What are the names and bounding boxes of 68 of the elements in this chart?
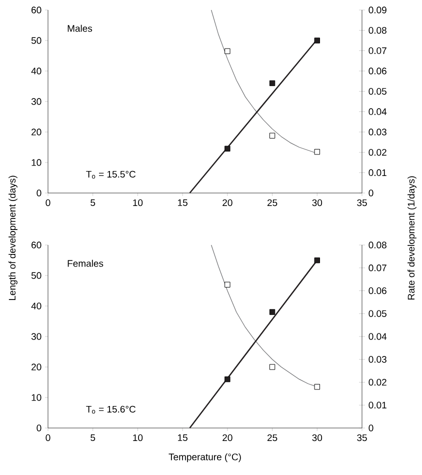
point [314, 148, 320, 155]
y-tick-label: 40 [31, 68, 42, 74]
x-tick-label: 5 [90, 434, 96, 441]
point [224, 48, 230, 54]
y2-tick-label: 0.02 [368, 378, 386, 386]
point [224, 146, 230, 152]
y-tick-label: 50 [31, 37, 42, 44]
x-tick-label: 15 [178, 434, 188, 441]
y2-tick-label: 0.06 [368, 68, 386, 74]
y2-axis-title: Rate of development (1/days) [408, 176, 416, 300]
x-tick-label: 20 [222, 199, 232, 206]
x-tick-label: 10 [133, 434, 143, 442]
y2-tick-label: 0.03 [368, 128, 386, 136]
x-tick-label: 0 [46, 199, 50, 206]
y2-tick-label: 0.01 [368, 169, 386, 176]
y-tick-label: 30 [31, 98, 42, 105]
x-tick-label: 35 [357, 434, 367, 442]
y-tick-label: 20 [32, 128, 42, 136]
y2-tick-label: 0.04 [368, 108, 387, 116]
x-tick-label: 30 [312, 434, 322, 442]
y2-tick-label: 0.04 [368, 333, 387, 340]
x-tick-label: 0 [46, 434, 50, 442]
text: Males [68, 24, 92, 32]
point [269, 309, 276, 315]
y2-tick-label: 0.01 [368, 402, 386, 408]
x-axis-title: Temperature (°C) [168, 453, 241, 462]
y-tick-label: 30 [31, 333, 42, 340]
y2-tick-label: 0 [368, 424, 374, 432]
x-tick-label: 15 [178, 199, 188, 206]
point [224, 376, 230, 382]
y-axis-title: Length of development (days) [8, 176, 18, 300]
y2-tick-label: 0.07 [368, 47, 386, 54]
y2-tick-label: 0.07 [368, 264, 386, 272]
y-tick-label: 10 [32, 394, 42, 401]
y-tick-label: 0 [36, 424, 42, 432]
y-tick-label: 10 [32, 159, 42, 166]
y-tick-label: 0 [36, 190, 42, 196]
x-tick-label: 5 [90, 199, 96, 206]
x-tick-label: 30 [312, 199, 322, 206]
annotation: T$_{o}$ = 15.5°C [86, 170, 136, 179]
text: Females [68, 260, 104, 267]
y2-tick-label: 0.03 [368, 356, 386, 363]
x-tick-label: 35 [357, 199, 367, 206]
point [224, 282, 230, 288]
y2-tick-label: 0.05 [368, 88, 386, 95]
point [269, 80, 276, 86]
y2-tick-label: 0.02 [368, 148, 386, 156]
point [314, 38, 320, 44]
y2-tick-label: 0 [368, 190, 374, 196]
point [314, 257, 320, 264]
y-tick-label: 60 [32, 6, 42, 14]
x-tick-label: 10 [133, 199, 143, 206]
point [314, 384, 320, 390]
y-tick-label: 50 [31, 272, 42, 279]
x-tick-label: 25 [267, 199, 278, 206]
y2-tick-label: 0.05 [368, 310, 386, 317]
y-tick-label: 40 [31, 302, 42, 310]
x-tick-label: 25 [267, 434, 278, 442]
y2-tick-label: 0.06 [368, 287, 386, 294]
annotation: T$_{o}$ = 15.6°C [86, 406, 136, 414]
x-tick-label: 20 [222, 434, 232, 442]
y2-tick-label: 0.08 [368, 242, 386, 248]
point [269, 132, 276, 139]
y-tick-label: 60 [32, 242, 42, 248]
y-tick-label: 20 [32, 364, 42, 370]
y2-tick-label: 0.08 [368, 26, 386, 34]
y2-tick-label: 0.09 [368, 6, 386, 14]
point [269, 364, 276, 370]
